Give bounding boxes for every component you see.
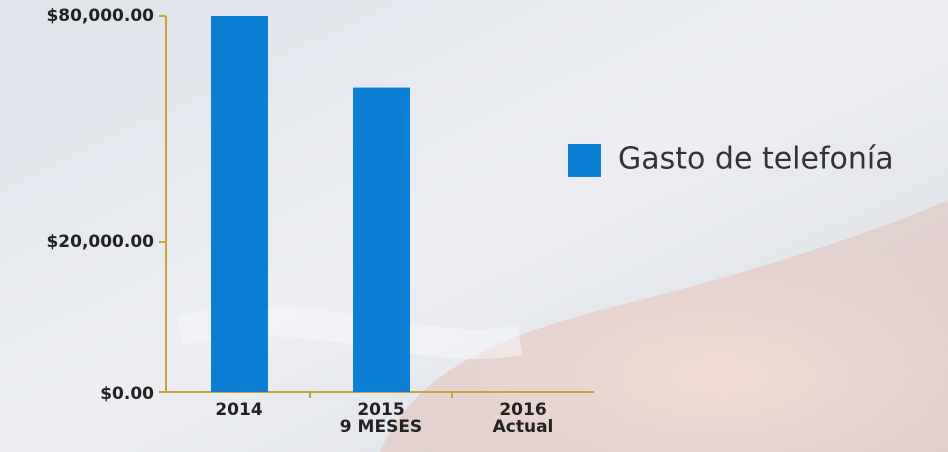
- x-tick-label: 2015 9 MESES: [339, 400, 423, 437]
- x-tick-label: 2016 Actual: [492, 400, 554, 437]
- y-tick-label: $80,000.00: [46, 6, 154, 26]
- legend-label: Gasto de telefonía: [618, 142, 894, 177]
- y-tick-label: $0.00: [100, 384, 154, 404]
- y-tick-label: $20,000.00: [46, 232, 154, 252]
- background-image: [380, 200, 948, 452]
- x-tick-label: 2014: [215, 400, 263, 420]
- bar: [353, 87, 410, 393]
- bar: [211, 16, 268, 392]
- legend-swatch: [568, 144, 601, 177]
